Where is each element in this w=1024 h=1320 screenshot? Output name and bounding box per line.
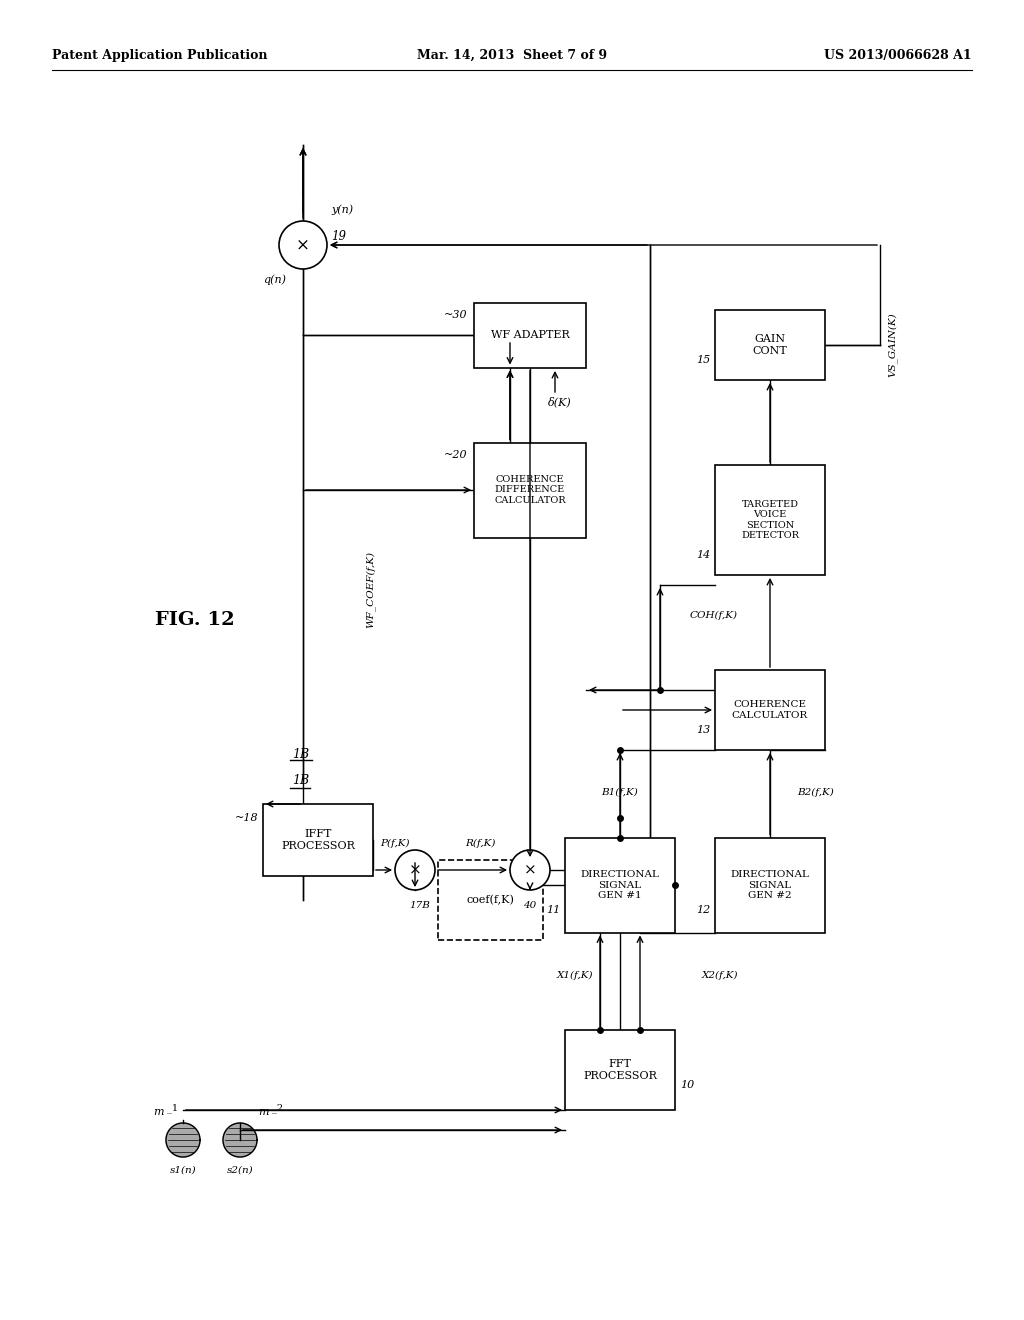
Text: ~18: ~18	[234, 813, 258, 822]
Text: COHERENCE
DIFFERENCE
CALCULATOR: COHERENCE DIFFERENCE CALCULATOR	[495, 475, 566, 504]
FancyBboxPatch shape	[474, 442, 586, 537]
Text: 15: 15	[695, 355, 710, 366]
Text: IFFT
PROCESSOR: IFFT PROCESSOR	[281, 829, 355, 851]
FancyBboxPatch shape	[565, 837, 675, 932]
Text: 1B: 1B	[292, 774, 309, 787]
Text: s1(n): s1(n)	[170, 1166, 197, 1175]
FancyBboxPatch shape	[565, 1030, 675, 1110]
Text: _1: _1	[167, 1104, 178, 1113]
Text: FIG. 12: FIG. 12	[155, 611, 234, 630]
Text: y(n): y(n)	[331, 205, 353, 215]
Text: ×: ×	[409, 863, 421, 876]
Text: GAIN
CONT: GAIN CONT	[753, 334, 787, 356]
Circle shape	[510, 850, 550, 890]
Text: ×: ×	[296, 236, 310, 253]
Text: δ(K): δ(K)	[548, 396, 571, 408]
Text: DIRECTIONAL
SIGNAL
GEN #2: DIRECTIONAL SIGNAL GEN #2	[730, 870, 809, 900]
Text: COH(f,K): COH(f,K)	[690, 610, 738, 619]
FancyBboxPatch shape	[715, 310, 825, 380]
Text: coef(f,K): coef(f,K)	[466, 895, 514, 906]
FancyBboxPatch shape	[263, 804, 373, 876]
Text: Mar. 14, 2013  Sheet 7 of 9: Mar. 14, 2013 Sheet 7 of 9	[417, 49, 607, 62]
Text: 12: 12	[695, 906, 710, 915]
Circle shape	[395, 850, 435, 890]
Text: 13: 13	[695, 725, 710, 735]
Text: DIRECTIONAL
SIGNAL
GEN #1: DIRECTIONAL SIGNAL GEN #1	[581, 870, 659, 900]
Text: 1B: 1B	[292, 748, 309, 762]
Text: P(f,K): P(f,K)	[380, 838, 410, 847]
Circle shape	[279, 220, 327, 269]
Text: 17B: 17B	[410, 900, 430, 909]
Text: VS_GAIN(K): VS_GAIN(K)	[888, 313, 898, 378]
Text: FFT
PROCESSOR: FFT PROCESSOR	[583, 1059, 657, 1081]
Text: ×: ×	[523, 863, 537, 876]
FancyBboxPatch shape	[437, 861, 543, 940]
Polygon shape	[166, 1123, 200, 1158]
Text: 10: 10	[680, 1080, 694, 1090]
Polygon shape	[223, 1123, 257, 1158]
Text: m: m	[258, 1107, 268, 1117]
Text: WF ADAPTER: WF ADAPTER	[490, 330, 569, 341]
Text: 11: 11	[546, 906, 560, 915]
Text: s2(n): s2(n)	[226, 1166, 253, 1175]
Text: B2(f,K): B2(f,K)	[797, 788, 834, 796]
Text: 14: 14	[695, 550, 710, 560]
Text: R(f,K): R(f,K)	[465, 838, 496, 847]
Text: B1(f,K): B1(f,K)	[602, 788, 638, 796]
Text: 19: 19	[331, 231, 346, 243]
Text: X1(f,K): X1(f,K)	[557, 970, 593, 979]
FancyBboxPatch shape	[715, 671, 825, 750]
Text: m: m	[153, 1107, 164, 1117]
Text: X2(f,K): X2(f,K)	[701, 970, 738, 979]
Text: Patent Application Publication: Patent Application Publication	[52, 49, 267, 62]
Text: ~30: ~30	[444, 310, 468, 319]
FancyBboxPatch shape	[715, 837, 825, 932]
Text: WF_COEF(f,K): WF_COEF(f,K)	[366, 552, 375, 628]
Text: _2: _2	[272, 1104, 283, 1113]
Text: US 2013/0066628 A1: US 2013/0066628 A1	[824, 49, 972, 62]
Text: COHERENCE
CALCULATOR: COHERENCE CALCULATOR	[732, 701, 808, 719]
Text: ~20: ~20	[444, 450, 468, 459]
Text: 40: 40	[523, 900, 537, 909]
Text: q(n): q(n)	[263, 275, 286, 285]
FancyBboxPatch shape	[715, 465, 825, 576]
Text: TARGETED
VOICE
SECTION
DETECTOR: TARGETED VOICE SECTION DETECTOR	[741, 500, 799, 540]
FancyBboxPatch shape	[474, 302, 586, 367]
